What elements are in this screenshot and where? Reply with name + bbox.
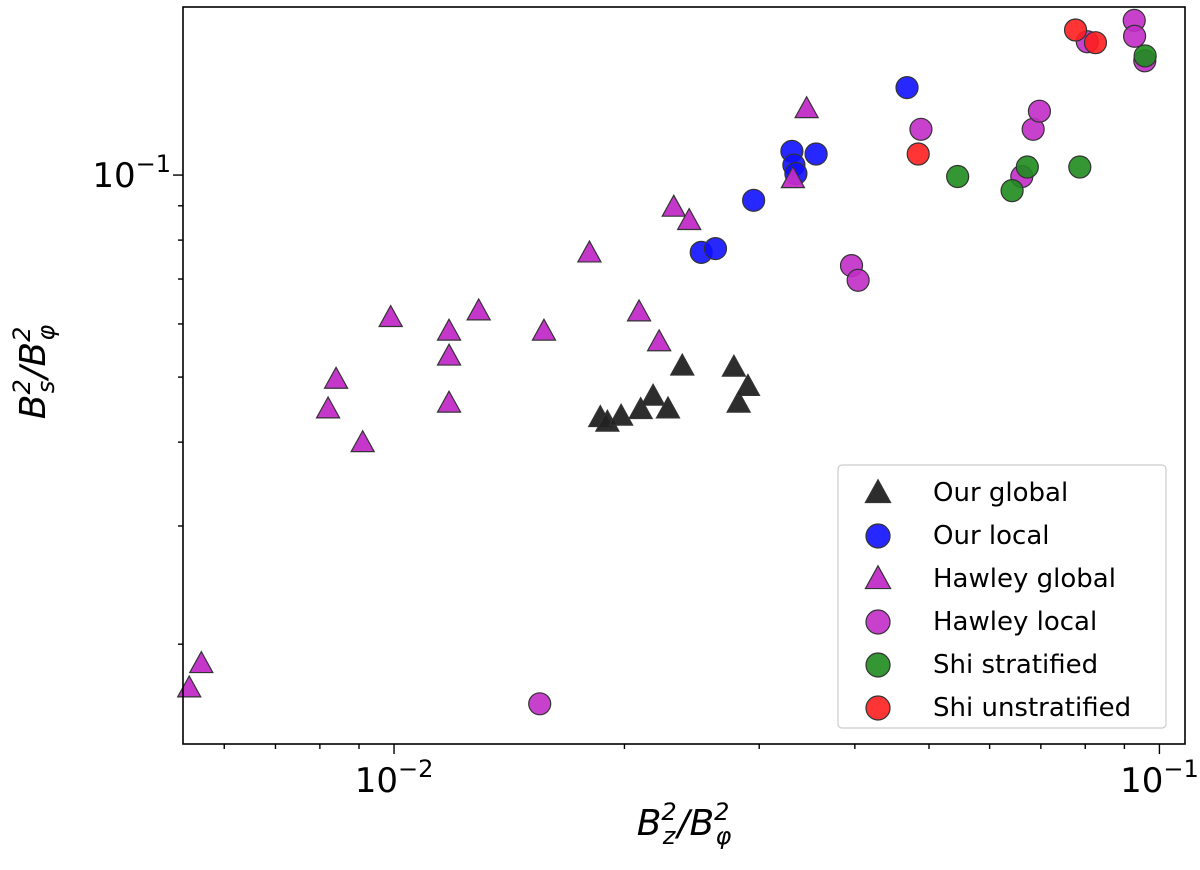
point-our-global [608, 402, 634, 426]
point-hawley-global [661, 194, 687, 217]
point-hawley-global [436, 342, 462, 366]
ticks-layer [173, 174, 1161, 754]
legend-label-hawley-global: Hawley global [933, 564, 1116, 594]
labels-layer: 10−2 10−1 10−1 B2 z/B2 φ B2s/B2φ [8, 150, 1199, 850]
point-our-global [721, 353, 747, 377]
y-axis-title: B2s/B2φ [8, 325, 60, 420]
x-axis-title-group: B2 z/B2 φ [637, 798, 732, 850]
series-shi-stratified [946, 44, 1157, 203]
point-shi-unstratified [1083, 31, 1108, 55]
point-hawley-local [1027, 99, 1052, 123]
point-hawley-global [436, 389, 462, 413]
point-hawley-global [188, 650, 214, 674]
series-our-local [689, 75, 919, 264]
point-hawley-global [466, 297, 492, 321]
points-layer [176, 8, 1157, 716]
legend-marker-hawley-global [864, 564, 892, 590]
point-hawley-global [780, 165, 806, 189]
point-shi-stratified [1015, 155, 1039, 179]
legend-label-hawley-local: Hawley local [933, 607, 1097, 637]
point-hawley-global [576, 239, 602, 263]
point-our-local [895, 75, 919, 100]
legend-marker-shi-unstratified [865, 695, 891, 721]
legend-marker-hawley-local [865, 609, 891, 635]
point-our-global [628, 396, 654, 420]
point-hawley-global [646, 328, 672, 352]
point-hawley-global [378, 304, 404, 328]
point-shi-unstratified [906, 142, 930, 166]
point-hawley-local [528, 692, 552, 716]
point-our-global [669, 352, 695, 376]
point-hawley-local [1122, 24, 1147, 48]
y-axis-title-group: B2s/B2φ [8, 325, 60, 420]
legend: Our global Our local Hawley global Hawley l… [837, 464, 1167, 729]
point-hawley-local [846, 268, 870, 292]
series-hawley-global [176, 95, 820, 698]
legend-label-shi-unstratified: Shi unstratified [933, 693, 1131, 723]
point-hawley-global [315, 395, 341, 419]
series-shi-unstratified [906, 18, 1108, 166]
series-our-global [587, 352, 761, 432]
point-shi-stratified [1068, 155, 1092, 179]
point-hawley-global [794, 95, 820, 119]
point-hawley-global [531, 317, 557, 341]
point-shi-stratified [1000, 179, 1024, 203]
point-our-local [703, 237, 728, 261]
x-axis-title: B2 z/B2 φ [637, 798, 732, 850]
plot-frame [182, 6, 1186, 745]
legend-marker-our-global [864, 478, 892, 504]
legend-marker-our-local [865, 523, 891, 549]
x-tick-label: 10−2 [355, 755, 434, 801]
point-our-global [640, 383, 666, 406]
point-hawley-global [323, 366, 349, 389]
point-our-local [804, 142, 828, 166]
x-tick-label: 10−1 [1120, 755, 1199, 801]
y-tick-label: 10−1 [92, 150, 171, 196]
point-hawley-global [436, 317, 462, 341]
point-hawley-global [626, 298, 652, 322]
point-our-global [726, 389, 752, 413]
point-hawley-local [909, 117, 933, 141]
point-hawley-global [676, 207, 702, 231]
point-shi-unstratified [1063, 18, 1088, 42]
legend-frame [837, 464, 1167, 729]
point-our-global [735, 373, 761, 396]
point-our-global [655, 395, 681, 419]
legend-label-our-local: Our local [933, 521, 1049, 551]
point-our-local [742, 188, 766, 212]
point-shi-stratified [946, 164, 970, 189]
point-hawley-global [350, 429, 376, 453]
point-shi-stratified [1133, 44, 1157, 68]
legend-marker-shi-stratified [865, 652, 891, 678]
point-hawley-global [176, 674, 202, 698]
legend-label-our-global: Our global [933, 478, 1068, 508]
legend-label-shi-stratified: Shi stratified [933, 650, 1098, 680]
